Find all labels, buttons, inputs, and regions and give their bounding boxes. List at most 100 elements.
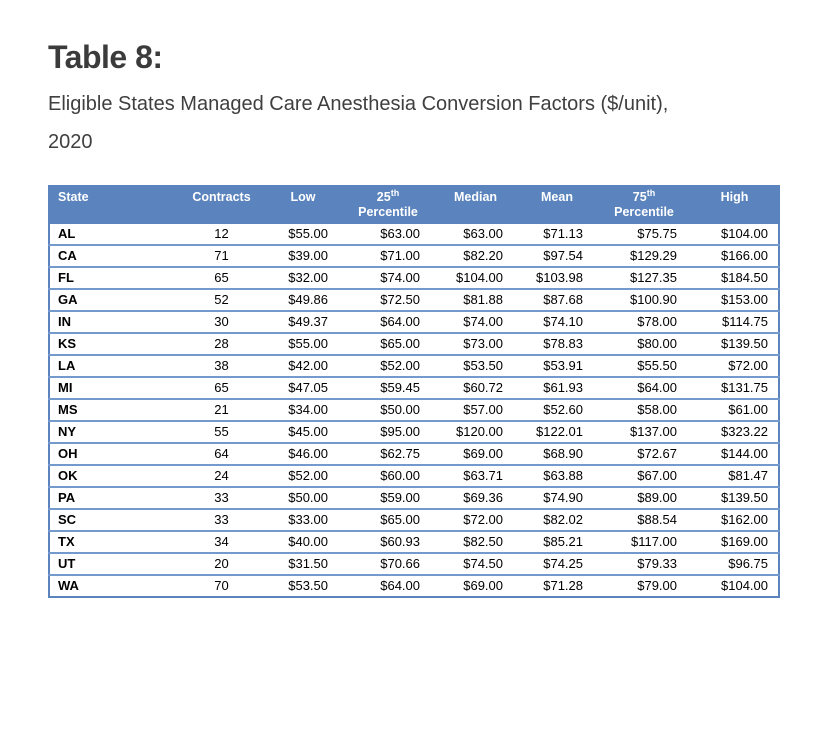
table-cell: $46.00 [288, 446, 328, 462]
column-header: 75th Percentile [597, 186, 691, 225]
table-cell: $55.00 [288, 336, 328, 352]
table-cell: $74.50 [463, 556, 503, 572]
table-subtitle: Eligible States Managed Care Anesthesia … [48, 85, 780, 161]
table-title: Table 8: [48, 39, 163, 75]
table-cell: $71.00 [380, 248, 420, 264]
table-cell: $127.35 [630, 270, 677, 286]
table-row: LA 38 $42.00 $52.00 $53.50 $53.91 $55.50 $72.00 [49, 355, 779, 377]
table-cell: PA [58, 490, 76, 506]
table-cell: $64.00 [380, 578, 420, 594]
table-cell: $95.00 [380, 424, 420, 440]
table-cell: $74.10 [543, 314, 583, 330]
table-cell: $60.00 [380, 468, 420, 484]
table-cell: $57.00 [463, 402, 503, 418]
table-cell: LA [58, 358, 76, 374]
table-cell: MS [58, 402, 78, 418]
table-cell: NY [58, 424, 77, 440]
table-cell: $34.00 [288, 402, 328, 418]
table-cell: $82.50 [463, 534, 503, 550]
table-cell: SC [58, 512, 77, 528]
column-header: High [691, 186, 779, 225]
table-cell: $45.00 [288, 424, 328, 440]
table-cell: 24 [214, 468, 229, 484]
table-row: MI 65 $47.05 $59.45 $60.72 $61.93 $64.00 $131.7… [49, 377, 779, 399]
table-cell: 20 [214, 556, 229, 572]
table-row: FL 65 $32.00 $74.00 $104.00 $103.98 $127.35 $18… [49, 267, 779, 289]
table-header: State Contracts Low 25th Percentile Median Mea… [49, 186, 779, 225]
table-cell: $96.75 [728, 556, 768, 572]
table-cell: $104.00 [456, 270, 503, 286]
table-cell: $52.60 [543, 402, 583, 418]
column-header: Median [434, 186, 517, 225]
table-cell: $63.88 [543, 468, 583, 484]
table-cell: 64 [214, 446, 229, 462]
table-subtitle-line2: 2020 [48, 131, 93, 154]
column-header: State [49, 186, 179, 225]
table-cell: $97.54 [543, 248, 583, 264]
table-cell: $75.75 [637, 226, 677, 242]
table-row: PA 33 $50.00 $59.00 $69.36 $74.90 $89.00 $139.5… [49, 487, 779, 509]
table-row: KS 28 $55.00 $65.00 $73.00 $78.83 $80.00 $139.5… [49, 333, 779, 355]
table-cell: 71 [214, 248, 229, 264]
table-row: OK 24 $52.00 $60.00 $63.71 $63.88 $67.00 $81.47 [49, 465, 779, 487]
table-cell: $58.00 [637, 402, 677, 418]
table-row: CA 71 $39.00 $71.00 $82.20 $97.54 $129.29 $166.… [49, 245, 779, 267]
table-cell: $72.00 [728, 358, 768, 374]
table-row: MS 21 $34.00 $50.00 $57.00 $52.60 $58.00 $61.00 [49, 399, 779, 421]
table-row: AL 12 $55.00 $63.00 $63.00 $71.13 $75.75 $104.0… [49, 224, 779, 245]
table-cell: $64.00 [637, 380, 677, 396]
table-cell: $69.36 [463, 490, 503, 506]
table-cell: $73.00 [463, 336, 503, 352]
table-cell: AL [58, 226, 76, 242]
table-cell: 38 [214, 358, 229, 374]
table-cell: $49.86 [288, 292, 328, 308]
table-cell: $70.66 [380, 556, 420, 572]
table-cell: UT [58, 556, 76, 572]
table-cell: $50.00 [288, 490, 328, 506]
table-cell: $61.00 [728, 402, 768, 418]
table-cell: $184.50 [721, 270, 768, 286]
table-cell: $137.00 [630, 424, 677, 440]
table-cell: $139.50 [721, 336, 768, 352]
table-cell: $39.00 [288, 248, 328, 264]
table-cell: $72.67 [637, 446, 677, 462]
table-section: Table 8: Eligible States Managed Care An… [48, 39, 780, 599]
table-row: NY 55 $45.00 $95.00 $120.00 $122.01 $137.00 $32… [49, 421, 779, 443]
column-header: Low [264, 186, 342, 225]
table-cell: 12 [214, 226, 229, 242]
table-cell: $82.02 [543, 512, 583, 528]
table-body: AL 12 $55.00 $63.00 $63.00 $71.13 $75.75 $104.0… [49, 224, 779, 597]
table-cell: 21 [214, 402, 229, 418]
table-cell: 33 [214, 490, 229, 506]
table-cell: OK [58, 468, 78, 484]
table-cell: $80.00 [637, 336, 677, 352]
table-cell: $78.83 [543, 336, 583, 352]
table-cell: $59.45 [380, 380, 420, 396]
table-cell: $79.33 [637, 556, 677, 572]
table-cell: $122.01 [536, 424, 583, 440]
table-cell: 55 [214, 424, 229, 440]
table-cell: $60.93 [380, 534, 420, 550]
table-row: SC 33 $33.00 $65.00 $72.00 $82.02 $88.54 $162.0… [49, 509, 779, 531]
column-header: Contracts [179, 186, 264, 225]
table-cell: $40.00 [288, 534, 328, 550]
table-cell: $81.47 [728, 468, 768, 484]
table-cell: $61.93 [543, 380, 583, 396]
table-cell: $53.91 [543, 358, 583, 374]
table-cell: $100.90 [630, 292, 677, 308]
table-cell: $166.00 [721, 248, 768, 264]
table-cell: $87.68 [543, 292, 583, 308]
header-row: State Contracts Low 25th Percentile Median Mea… [49, 186, 779, 225]
table-cell: $32.00 [288, 270, 328, 286]
table-cell: $62.75 [380, 446, 420, 462]
table-cell: $31.50 [288, 556, 328, 572]
table-cell: $144.00 [721, 446, 768, 462]
table-cell: $60.72 [463, 380, 503, 396]
table-cell: $323.22 [721, 424, 768, 440]
table-cell: $104.00 [721, 226, 768, 242]
table-cell: $42.00 [288, 358, 328, 374]
table-cell: $72.00 [463, 512, 503, 528]
table-cell: CA [58, 248, 77, 264]
table-cell: $63.00 [380, 226, 420, 242]
